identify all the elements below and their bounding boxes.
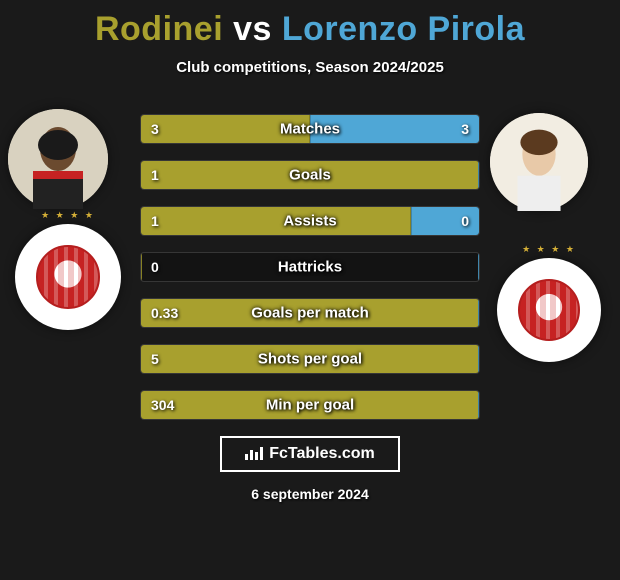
date-label: 6 september 2024	[0, 486, 620, 502]
player2-avatar	[490, 113, 588, 211]
brand-text: FcTables.com	[269, 445, 375, 463]
stat-label: Hattricks	[141, 259, 479, 276]
bar-left	[141, 299, 479, 327]
stat-value-left: 0	[151, 259, 159, 275]
player1-club-logo: ★ ★ ★ ★	[15, 224, 121, 330]
player1-name: Rodinei	[95, 10, 223, 48]
bar-left	[141, 115, 310, 143]
bar-right	[478, 253, 479, 281]
player2-club-logo: ★ ★ ★ ★	[497, 258, 601, 362]
stat-row: 0.33Goals per match	[140, 298, 480, 328]
brand-badge: FcTables.com	[220, 436, 400, 472]
chart-icon	[245, 446, 263, 463]
subtitle: Club competitions, Season 2024/2025	[0, 59, 620, 76]
club-stars-icon: ★ ★ ★ ★	[497, 244, 601, 255]
stat-value-left: 5	[151, 351, 159, 367]
bar-left	[141, 391, 479, 419]
player1-avatar	[8, 109, 108, 209]
stat-value-left: 3	[151, 121, 159, 137]
stat-value-right: 3	[461, 121, 469, 137]
stat-value-left: 0.33	[151, 305, 178, 321]
stat-row: 5Shots per goal	[140, 344, 480, 374]
stat-value-right: 0	[461, 213, 469, 229]
bar-left	[141, 207, 411, 235]
club-stars-icon: ★ ★ ★ ★	[15, 210, 121, 221]
player2-name: Lorenzo Pirola	[282, 10, 525, 48]
vs-separator: vs	[223, 10, 282, 48]
bar-left	[141, 253, 142, 281]
comparison-title: Rodinei vs Lorenzo Pirola	[0, 0, 620, 49]
bar-right	[310, 115, 479, 143]
bar-right	[478, 299, 479, 327]
bar-right	[478, 391, 479, 419]
stat-value-left: 1	[151, 213, 159, 229]
stat-row: 1Goals	[140, 160, 480, 190]
stat-value-left: 1	[151, 167, 159, 183]
stat-row: 33Matches	[140, 114, 480, 144]
stat-row: 304Min per goal	[140, 390, 480, 420]
stat-value-left: 304	[151, 397, 174, 413]
bar-left	[141, 161, 479, 189]
bar-right	[478, 161, 479, 189]
stat-row: 10Assists	[140, 206, 480, 236]
bar-right	[478, 345, 479, 373]
stats-comparison-chart: 33Matches1Goals10Assists0Hattricks0.33Go…	[140, 114, 480, 420]
bar-left	[141, 345, 479, 373]
stat-row: 0Hattricks	[140, 252, 480, 282]
